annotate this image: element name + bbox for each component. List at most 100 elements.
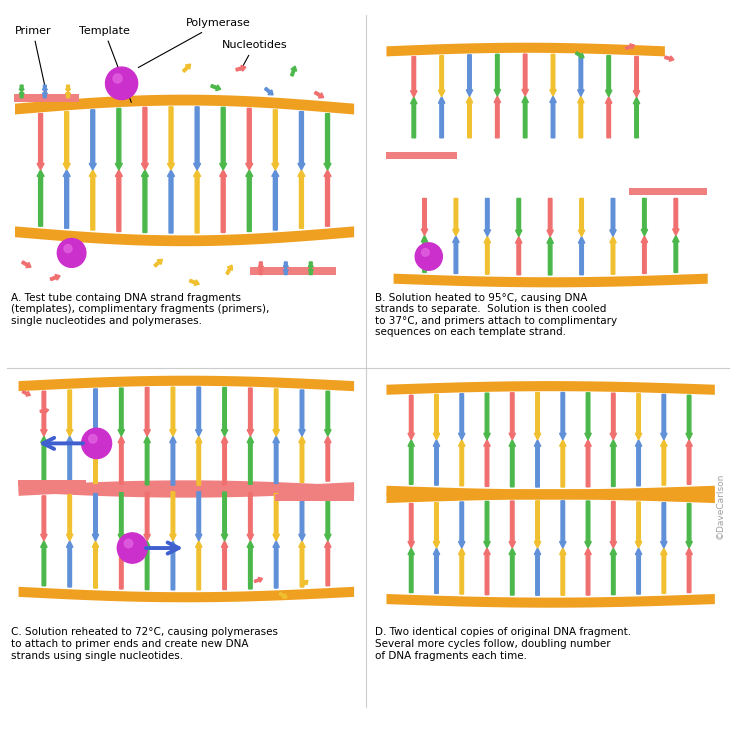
FancyArrow shape xyxy=(210,85,221,91)
FancyArrow shape xyxy=(534,501,541,548)
FancyArrow shape xyxy=(299,541,305,587)
Circle shape xyxy=(105,67,138,100)
FancyArrow shape xyxy=(66,85,71,92)
FancyArrow shape xyxy=(247,493,254,541)
FancyArrow shape xyxy=(273,389,280,436)
FancyArrow shape xyxy=(92,493,99,541)
FancyArrow shape xyxy=(92,541,99,588)
FancyArrow shape xyxy=(509,440,515,487)
FancyArrow shape xyxy=(661,548,667,594)
FancyArrow shape xyxy=(324,170,331,226)
FancyArrow shape xyxy=(610,440,617,487)
FancyArrow shape xyxy=(247,436,254,484)
FancyArrow shape xyxy=(585,440,591,487)
FancyArrow shape xyxy=(314,92,324,98)
FancyArrow shape xyxy=(50,275,60,280)
FancyArrow shape xyxy=(42,85,47,92)
FancyArrow shape xyxy=(144,492,150,541)
FancyArrow shape xyxy=(661,394,667,440)
FancyArrow shape xyxy=(298,170,305,228)
FancyArrow shape xyxy=(299,436,305,482)
FancyArrow shape xyxy=(439,97,445,138)
FancyArrow shape xyxy=(154,260,163,267)
FancyArrow shape xyxy=(578,55,584,96)
FancyArrow shape xyxy=(673,199,679,235)
FancyArrow shape xyxy=(459,440,465,486)
FancyArrow shape xyxy=(408,548,414,592)
FancyArrow shape xyxy=(661,503,667,548)
FancyArrow shape xyxy=(635,502,642,548)
Text: Nucleotides: Nucleotides xyxy=(222,40,287,70)
Text: D. Two identical copies of original DNA fragment.
Several more cycles follow, do: D. Two identical copies of original DNA … xyxy=(375,627,631,661)
FancyArrow shape xyxy=(585,393,591,440)
FancyArrow shape xyxy=(467,96,473,138)
Text: A. Test tube containg DNA strand fragments
(templates), complimentary fragments : A. Test tube containg DNA strand fragmen… xyxy=(11,292,269,326)
FancyArrow shape xyxy=(21,261,31,268)
FancyArrow shape xyxy=(534,440,541,487)
FancyArrow shape xyxy=(273,436,280,484)
Circle shape xyxy=(113,74,122,83)
FancyArrow shape xyxy=(219,107,227,170)
FancyArrow shape xyxy=(272,170,279,230)
FancyArrow shape xyxy=(144,541,150,589)
FancyArrow shape xyxy=(63,112,70,170)
FancyArrow shape xyxy=(170,541,176,590)
FancyArrow shape xyxy=(610,393,617,440)
FancyArrow shape xyxy=(246,109,252,170)
FancyArrow shape xyxy=(634,57,640,97)
FancyArrow shape xyxy=(247,541,254,589)
FancyArrow shape xyxy=(434,440,439,485)
FancyArrow shape xyxy=(484,237,491,275)
FancyArrow shape xyxy=(609,199,616,237)
FancyArrow shape xyxy=(194,107,201,170)
FancyArrow shape xyxy=(453,236,459,274)
FancyArrow shape xyxy=(118,436,124,484)
FancyArrow shape xyxy=(19,92,24,97)
FancyArrow shape xyxy=(118,493,124,541)
FancyArrow shape xyxy=(92,436,99,484)
FancyArrow shape xyxy=(170,387,176,436)
FancyArrow shape xyxy=(634,97,640,138)
FancyArrow shape xyxy=(254,577,263,583)
FancyArrow shape xyxy=(550,54,556,96)
FancyArrow shape xyxy=(247,388,254,436)
FancyArrow shape xyxy=(279,592,287,598)
FancyArrow shape xyxy=(283,262,289,269)
FancyArrow shape xyxy=(559,440,566,487)
FancyArrow shape xyxy=(408,440,414,484)
FancyArrow shape xyxy=(484,501,490,548)
FancyArrow shape xyxy=(411,57,417,97)
FancyArrow shape xyxy=(141,107,149,170)
FancyArrow shape xyxy=(194,170,201,233)
FancyArrow shape xyxy=(411,97,417,138)
FancyArrow shape xyxy=(141,170,149,232)
FancyArrow shape xyxy=(22,391,30,396)
FancyArrow shape xyxy=(170,436,176,485)
FancyArrow shape xyxy=(40,436,47,481)
FancyArrow shape xyxy=(299,495,305,541)
FancyArrow shape xyxy=(559,548,566,595)
FancyArrow shape xyxy=(484,548,490,594)
Circle shape xyxy=(117,533,147,563)
FancyArrow shape xyxy=(196,541,202,590)
FancyArrow shape xyxy=(578,237,585,275)
FancyArrow shape xyxy=(686,395,693,440)
FancyArrow shape xyxy=(246,170,252,231)
Text: B. Solution heated to 95°C, causing DNA
strands to separate.  Solution is then c: B. Solution heated to 95°C, causing DNA … xyxy=(375,292,618,338)
FancyArrow shape xyxy=(308,262,314,269)
FancyArrow shape xyxy=(291,66,297,76)
FancyArrow shape xyxy=(635,548,642,594)
FancyArrow shape xyxy=(559,501,566,548)
FancyArrow shape xyxy=(408,504,414,548)
FancyArrow shape xyxy=(66,92,71,97)
FancyArrow shape xyxy=(66,495,73,541)
FancyArrow shape xyxy=(258,262,263,269)
FancyArrow shape xyxy=(222,541,227,589)
FancyArrow shape xyxy=(547,237,553,275)
FancyArrow shape xyxy=(434,548,439,594)
FancyArrow shape xyxy=(118,541,124,589)
FancyArrow shape xyxy=(301,580,308,587)
Circle shape xyxy=(415,243,442,270)
FancyArrow shape xyxy=(453,199,459,236)
FancyArrow shape xyxy=(37,114,44,170)
